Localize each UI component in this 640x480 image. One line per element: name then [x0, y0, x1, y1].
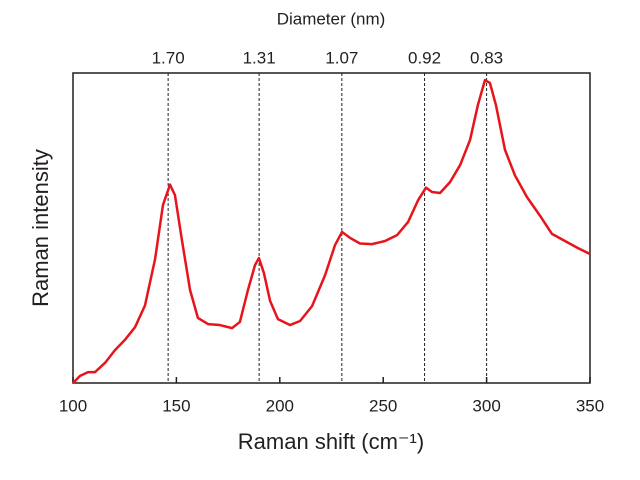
top-tick-label: 0.83 [470, 48, 503, 67]
top-tick-label: 0.92 [408, 48, 441, 67]
x-tick-label: 350 [576, 396, 604, 415]
x-tick-label: 250 [369, 396, 397, 415]
x-tick-label: 100 [59, 396, 87, 415]
x-axis-title: Raman shift (cm⁻¹) [238, 429, 424, 454]
top-tick-label: 1.31 [243, 48, 276, 67]
top-axis-title: Diameter (nm) [277, 9, 386, 28]
top-tick-label: 1.07 [325, 48, 358, 67]
y-axis-title: Raman intensity [28, 149, 53, 307]
x-tick-label: 200 [266, 396, 294, 415]
top-tick-label: 1.70 [152, 48, 185, 67]
x-tick-label: 150 [162, 396, 190, 415]
spectrum-line [72, 78, 591, 384]
x-tick-label: 300 [472, 396, 500, 415]
plot-frame [72, 72, 591, 384]
